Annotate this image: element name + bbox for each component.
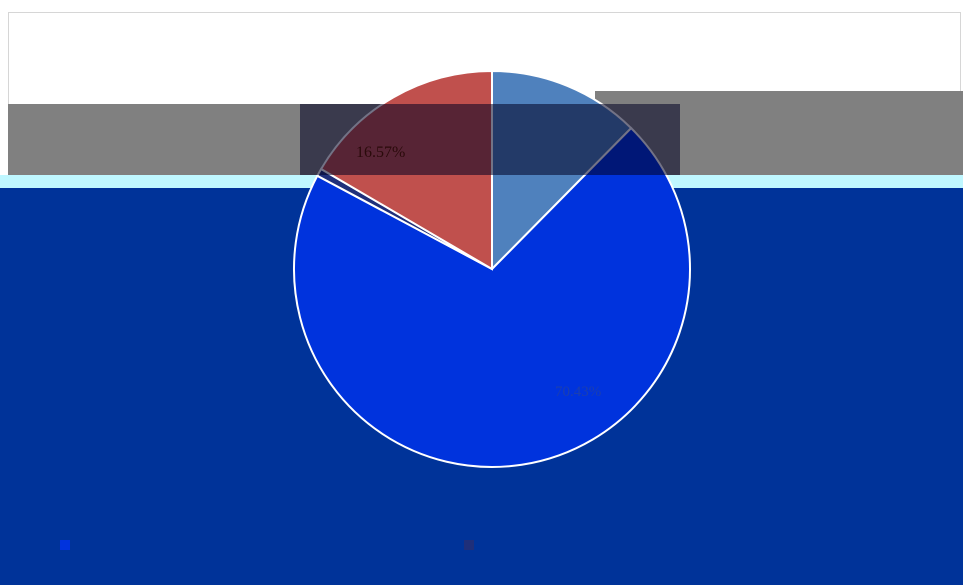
chart-legend <box>60 540 482 550</box>
data-label-1: 70.43% <box>555 384 601 400</box>
pie-slice-1 <box>293 126 691 468</box>
legend-swatch <box>60 540 70 550</box>
legend-swatch <box>464 540 474 550</box>
pie-overlay-shade <box>300 104 680 175</box>
legend-item-1 <box>464 540 482 550</box>
legend-item-0 <box>60 540 78 550</box>
data-label-0: 16.57% <box>356 144 405 161</box>
